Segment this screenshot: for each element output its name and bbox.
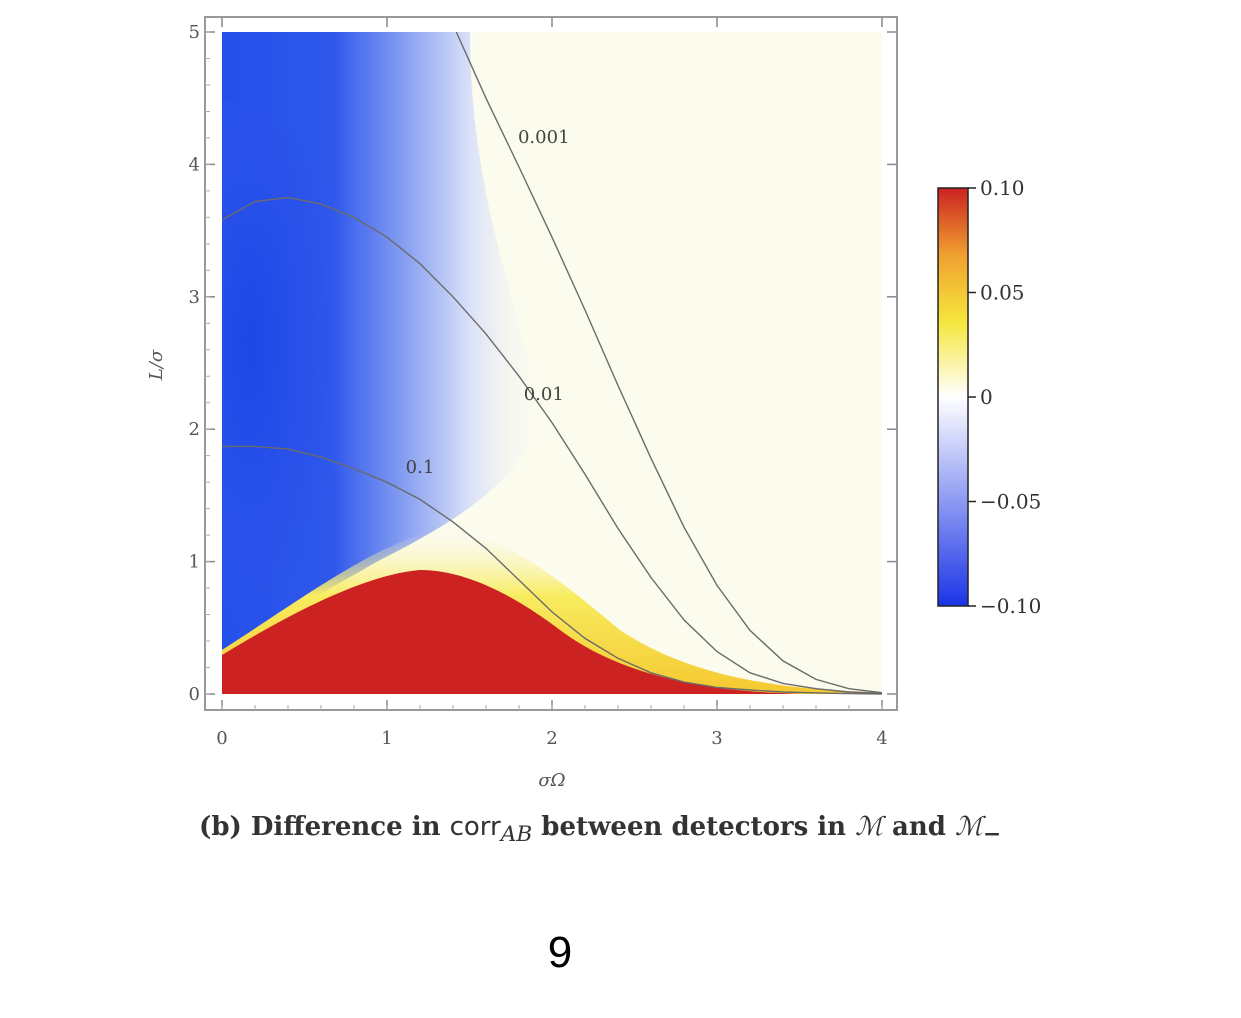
caption-prefix: (b) Difference in: [199, 812, 450, 842]
contour-lines: 0.1 0.01 0.001: [221, 31, 883, 695]
colorbar-tick-label: 0.05: [980, 281, 1025, 305]
y-tick-label: 0: [189, 684, 200, 705]
x-tick-label: 3: [711, 728, 722, 749]
page-number: 9: [547, 928, 573, 977]
figure-caption: (b) Difference in corrAB between detecto…: [0, 812, 1200, 847]
heatmap-positive-region: [222, 570, 800, 694]
y-tick-label: 3: [189, 287, 200, 308]
colorbar-gradient: [937, 187, 969, 607]
contour-label: 0.01: [524, 384, 564, 405]
contour-label: 0.001: [518, 127, 570, 148]
contour-line: [222, 445, 883, 695]
caption-m2-subscript: −: [982, 822, 1001, 848]
heatmap-negative-core: [222, 100, 383, 640]
contour-line: [455, 31, 883, 694]
contour-label: 0.1: [406, 457, 435, 478]
caption-m2: ℳ: [955, 812, 983, 842]
y-tick-label: 5: [189, 22, 200, 43]
colorbar-tick-label: −0.05: [980, 490, 1041, 514]
colorbar-tick-label: 0: [980, 385, 993, 409]
plot-area: 0.1 0.01 0.001 0 1 2 3 4 0 1 2 3 4 5 σΩ L/σ: [146, 16, 898, 791]
caption-middle: between detectors in: [532, 812, 856, 842]
x-tick-label: 4: [876, 728, 887, 749]
x-tick-label: 2: [546, 728, 557, 749]
caption-corr-subscript: AB: [500, 822, 533, 848]
colorbar: 0.10 0.05 0 −0.05 −0.10: [937, 176, 1041, 618]
colorbar-tick-label: 0.10: [980, 176, 1025, 200]
x-tick-label: 0: [216, 728, 227, 749]
axes: 0 1 2 3 4 0 1 2 3 4 5 σΩ L/σ: [146, 17, 897, 791]
x-tick-label: 1: [381, 728, 392, 749]
colorbar-tick-label: −0.10: [980, 594, 1041, 618]
contour-line: [221, 196, 883, 694]
colorbar-ticks: 0.10 0.05 0 −0.05 −0.10: [968, 176, 1041, 618]
y-tick-label: 4: [189, 154, 200, 175]
y-tick-label: 1: [189, 552, 200, 573]
y-tick-label: 2: [189, 419, 200, 440]
caption-m1: ℳ: [855, 812, 883, 842]
caption-corr: corr: [449, 812, 501, 842]
x-axis-label: σΩ: [538, 770, 565, 791]
y-axis-label: L/σ: [146, 349, 167, 381]
caption-and: and: [882, 812, 955, 842]
